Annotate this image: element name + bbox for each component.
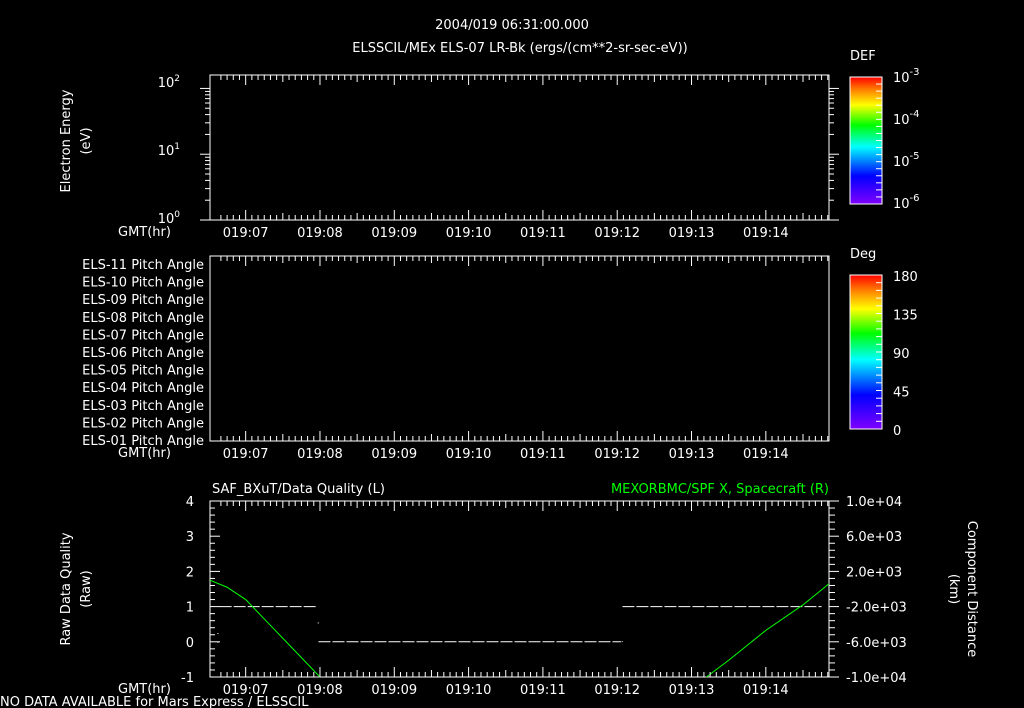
time-tick-label: 019:14 bbox=[743, 447, 789, 462]
pitch-row-label: ELS-02 Pitch Angle bbox=[82, 416, 204, 431]
time-tick-label: 019:14 bbox=[743, 683, 789, 698]
pitch-row-label: ELS-08 Pitch Angle bbox=[82, 311, 204, 326]
time-tick-label: 019:07 bbox=[223, 447, 269, 462]
left-tick-label: 3 bbox=[186, 530, 194, 545]
quality-title-right: MEXORBMC/SPF X, Spacecraft (R) bbox=[611, 482, 829, 497]
time-tick-label: 019:08 bbox=[297, 447, 343, 462]
pitch-row-label: ELS-05 Pitch Angle bbox=[82, 364, 204, 379]
time-tick-label: 019:09 bbox=[371, 226, 417, 241]
right-axis-unit: (km) bbox=[946, 574, 961, 604]
time-tick-label: 019:13 bbox=[669, 226, 715, 241]
time-tick-label: 019:07 bbox=[223, 683, 269, 698]
def-colorbar-labels: 10-3 10-4 10-5 10-6 bbox=[893, 67, 920, 212]
energy-panel-frame bbox=[209, 74, 830, 221]
pitch-panel-frame bbox=[209, 255, 830, 442]
time-tick-label: 019:09 bbox=[371, 447, 417, 462]
time-tick-label: 019:11 bbox=[520, 226, 566, 241]
right-axis-label: Component Distance bbox=[964, 521, 979, 657]
data-quality-point bbox=[317, 622, 319, 624]
spf-x-line bbox=[706, 583, 830, 678]
time-axis-label: GMT(hr) bbox=[118, 682, 171, 697]
pitch-row-label: ELS-10 Pitch Angle bbox=[82, 276, 204, 291]
right-tick-label: 6.0e+03 bbox=[846, 530, 902, 545]
time-tick-label: 019:10 bbox=[446, 683, 492, 698]
left-tick-label: -1 bbox=[181, 671, 194, 686]
time-axis-label: GMT(hr) bbox=[118, 225, 171, 240]
right-tick-label: -2.0e+03 bbox=[846, 601, 907, 616]
data-quality-point bbox=[621, 641, 623, 643]
pitch-row-label: ELS-11 Pitch Angle bbox=[82, 258, 204, 273]
svg-text:10-5: 10-5 bbox=[893, 151, 920, 170]
time-tick-label: 019:12 bbox=[594, 226, 640, 241]
left-axis-unit: (Raw) bbox=[79, 570, 94, 608]
time-tick-label: 019:13 bbox=[669, 683, 715, 698]
time-tick-label: 019:11 bbox=[520, 683, 566, 698]
deg-colorbar-label: 135 bbox=[893, 309, 918, 324]
svg-text:101: 101 bbox=[158, 142, 180, 159]
energy-ytick-labels: 102 101 100 bbox=[158, 74, 181, 227]
deg-colorbar-label: 180 bbox=[893, 270, 918, 285]
no-data-message: NO DATA AVAILABLE for Mars Express / ELS… bbox=[0, 695, 309, 708]
time-tick-label: 019:10 bbox=[446, 447, 492, 462]
time-tick-label: 019:13 bbox=[669, 447, 715, 462]
left-tick-label: 4 bbox=[186, 495, 194, 510]
pitch-row-label: ELS-01 Pitch Angle bbox=[82, 434, 204, 449]
data-quality-point bbox=[217, 641, 219, 643]
svg-text:100: 100 bbox=[158, 210, 181, 227]
left-tick-label: 1 bbox=[186, 601, 194, 616]
time-tick-label: 019:12 bbox=[594, 447, 640, 462]
pitch-row-label: ELS-03 Pitch Angle bbox=[82, 399, 204, 414]
deg-colorbar-label: 0 bbox=[893, 424, 901, 439]
spf-x-line bbox=[209, 579, 321, 678]
right-tick-label: -1.0e+04 bbox=[846, 671, 907, 686]
time-tick-label: 019:08 bbox=[297, 226, 343, 241]
time-tick-label: 019:07 bbox=[223, 226, 269, 241]
time-tick-label: 019:09 bbox=[371, 683, 417, 698]
pitch-row-label: ELS-04 Pitch Angle bbox=[82, 381, 204, 396]
energy-axis-unit: (eV) bbox=[79, 127, 94, 154]
data-quality-point bbox=[217, 633, 219, 634]
quality-axes: 4 3 2 1 0 -1 1.0e+04 6.0e+03 2.0e+03 -2.0e+03 -6.0… bbox=[181, 495, 907, 686]
deg-colorbar-labels: 180 135 90 45 0 bbox=[893, 270, 918, 439]
right-tick-label: -6.0e+03 bbox=[846, 636, 907, 651]
pitch-row-label: ELS-09 Pitch Angle bbox=[82, 293, 204, 308]
plot-title: 2004/019 06:31:00.000 bbox=[435, 18, 589, 33]
time-tick-label: 019:08 bbox=[297, 683, 343, 698]
quality-data bbox=[209, 579, 830, 678]
energy-axis-label: Electron Energy bbox=[59, 89, 74, 192]
def-colorbar-title: DEF bbox=[850, 49, 876, 64]
pitch-row-labels: ELS-11 Pitch Angle ELS-10 Pitch Angle ELS-… bbox=[82, 258, 204, 449]
right-tick-label: 1.0e+04 bbox=[846, 495, 902, 510]
pitch-row-label: ELS-07 Pitch Angle bbox=[82, 328, 204, 343]
plot-subtitle: ELSSCIL/MEx ELS-07 LR-Bk (ergs/(cm**2-sr… bbox=[352, 41, 687, 56]
left-tick-label: 2 bbox=[186, 565, 194, 580]
deg-colorbar-title: Deg bbox=[850, 247, 876, 262]
time-axes: GMT(hr) 019:07 019:08 019:09 019:10 019:11 019… bbox=[118, 75, 882, 698]
time-axis-label: GMT(hr) bbox=[118, 446, 171, 461]
deg-colorbar-label: 90 bbox=[893, 347, 910, 362]
time-tick-label: 019:11 bbox=[520, 447, 566, 462]
deg-colorbar-label: 45 bbox=[893, 386, 910, 401]
time-tick-label: 019:14 bbox=[743, 226, 789, 241]
right-tick-label: 2.0e+03 bbox=[846, 565, 902, 580]
time-tick-label: 019:12 bbox=[594, 683, 640, 698]
left-tick-label: 0 bbox=[186, 636, 194, 651]
quality-panel-frame bbox=[209, 500, 830, 678]
pitch-row-label: ELS-06 Pitch Angle bbox=[82, 346, 204, 361]
svg-text:10-6: 10-6 bbox=[893, 193, 920, 212]
svg-text:10-3: 10-3 bbox=[893, 67, 920, 86]
svg-text:102: 102 bbox=[158, 74, 180, 91]
time-tick-label: 019:10 bbox=[446, 226, 492, 241]
svg-text:10-4: 10-4 bbox=[893, 109, 920, 128]
quality-title-left: SAF_BXuT/Data Quality (L) bbox=[212, 482, 385, 497]
left-axis-label: Raw Data Quality bbox=[59, 532, 74, 645]
